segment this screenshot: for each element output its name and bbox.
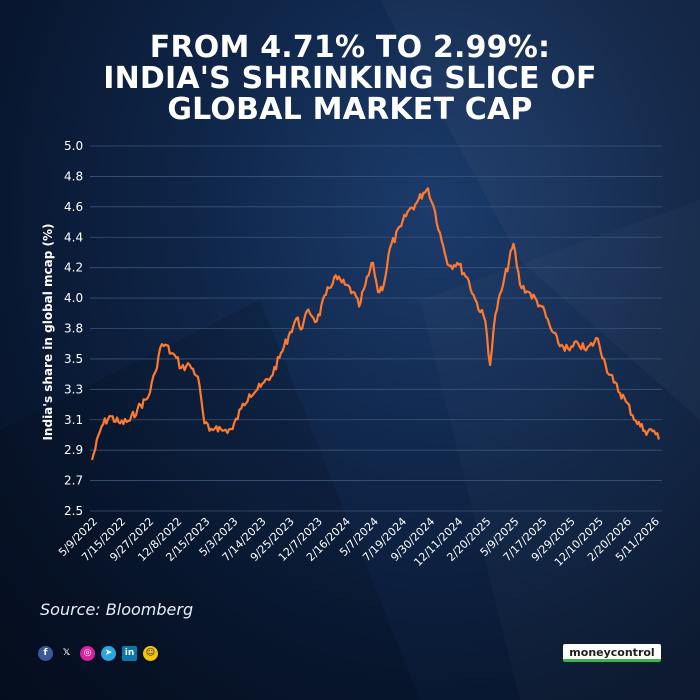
instagram-icon[interactable]: ◎: [80, 646, 95, 661]
x-icon[interactable]: 𝕏: [62, 648, 71, 658]
y-tick-label: 3.8: [64, 322, 83, 336]
x-axis-ticks: 5/9/20227/15/20229/27/202212/8/20222/15/…: [56, 515, 662, 569]
y-axis-label: India's share in global mcap (%): [41, 223, 55, 440]
linkedin-icon[interactable]: in: [122, 646, 137, 661]
y-tick-label: 2.7: [64, 474, 83, 488]
facebook-icon[interactable]: f: [38, 646, 53, 661]
telegram-icon[interactable]: ➤: [101, 646, 116, 661]
y-tick-label: 3.5: [64, 352, 83, 366]
title-line-2: INDIA'S SHRINKING SLICE OF: [103, 61, 597, 96]
title-line-1: FROM 4.71% TO 2.99%:: [149, 30, 551, 65]
y-tick-label: 3.1: [64, 413, 83, 427]
y-tick-label: 4.6: [64, 200, 83, 214]
brand-logo: moneycontrol: [563, 644, 661, 662]
source-note: Source: Bloomberg: [40, 600, 194, 619]
snapchat-icon[interactable]: ☺: [143, 646, 158, 661]
social-icons: f 𝕏 ◎ ➤ in ☺: [38, 646, 158, 661]
y-tick-label: 3.3: [64, 382, 83, 396]
y-tick-label: 5.0: [64, 139, 83, 153]
chart-title: FROM 4.71% TO 2.99%: INDIA'S SHRINKING S…: [0, 32, 700, 125]
y-tick-label: 2.5: [64, 504, 83, 518]
series-line: [90, 187, 660, 461]
y-tick-label: 4.8: [64, 169, 83, 183]
y-tick-label: 4.2: [64, 261, 83, 275]
y-axis-ticks: 2.5 2.7 2.9 3.1 3.3 3.5 3.8 4.0 4.2 4.4 4.6 4.8 5.0: [64, 139, 83, 518]
y-tick-label: 2.9: [64, 443, 83, 457]
y-tick-label: 4.4: [64, 230, 83, 244]
title-line-3: GLOBAL MARKET CAP: [167, 92, 533, 127]
y-tick-label: 4.0: [64, 291, 83, 305]
gridlines: [90, 145, 662, 512]
